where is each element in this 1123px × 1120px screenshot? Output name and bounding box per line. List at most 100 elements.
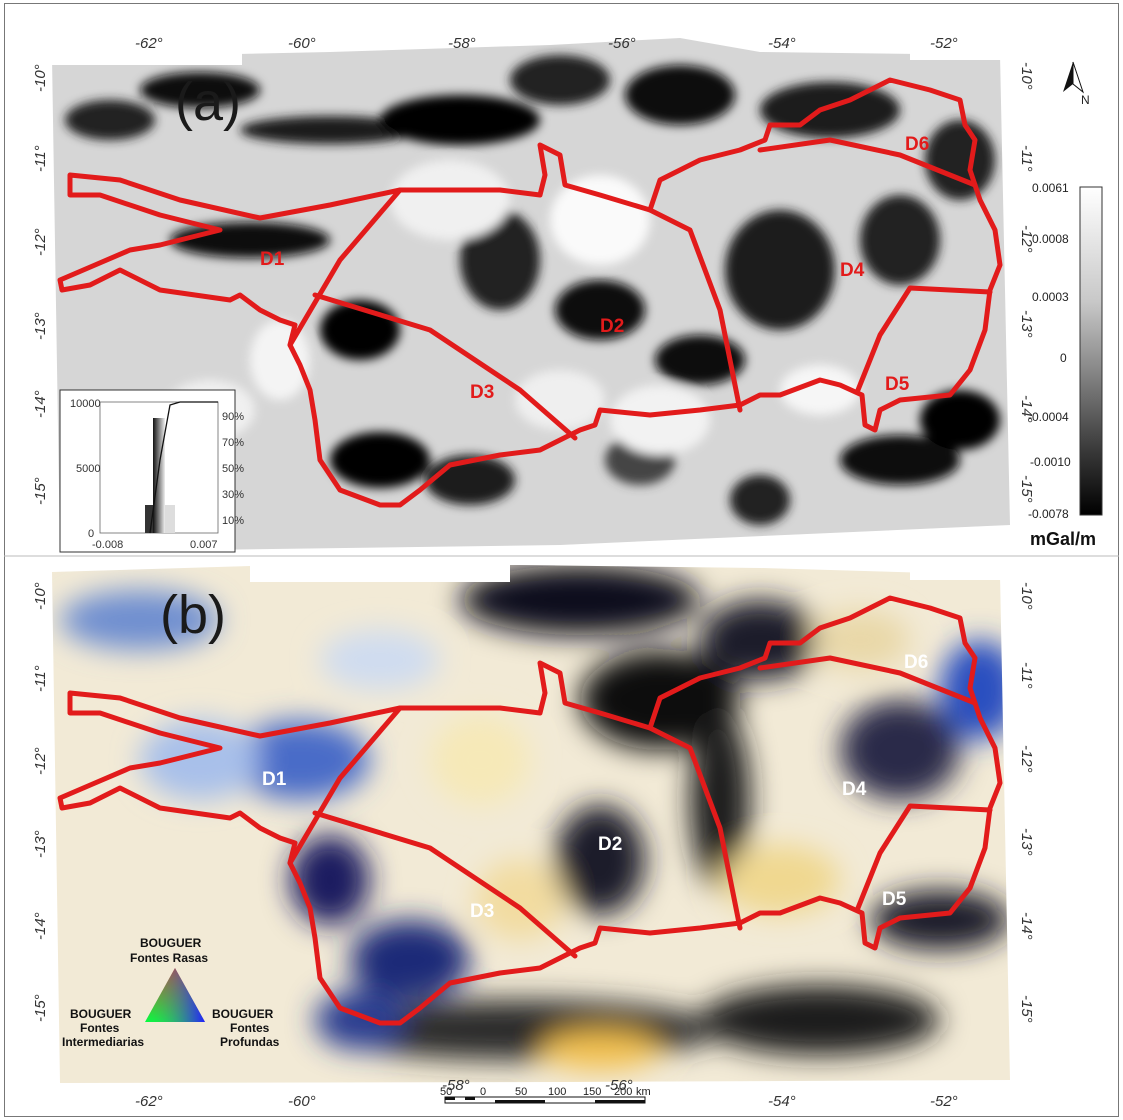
panel-a-label: (a) xyxy=(175,72,241,132)
histogram-y-right: 30% xyxy=(222,489,244,501)
colorbar-value: -0.0010 xyxy=(1030,455,1071,469)
lat-tick-label: -10° xyxy=(32,64,49,92)
histogram-x: -0.008 xyxy=(92,539,123,551)
north-arrow-left-half xyxy=(1063,62,1073,92)
domain-label-d6: D6 xyxy=(905,134,929,155)
lat-tick-label: -14° xyxy=(32,390,49,418)
histogram-y-right: 70% xyxy=(222,437,244,449)
lon-tick-label: -56° xyxy=(605,1077,633,1094)
ternary-legend: BOUGUER Fontes Rasas BOUGUER Fontes Inte… xyxy=(62,936,280,1049)
panel-b-map xyxy=(52,560,1010,1083)
lat-tick-label: -14° xyxy=(32,912,49,940)
lat-tick-label: -13° xyxy=(32,312,49,340)
ternary-triangle-blue xyxy=(145,968,205,1022)
histogram-y-left: 0 xyxy=(88,528,94,540)
domain-label-d5: D5 xyxy=(885,374,910,395)
lon-tick-label: -58° xyxy=(442,1077,470,1094)
lat-tick-label: -15° xyxy=(32,994,49,1022)
lat-tick-label: -12° xyxy=(32,228,49,256)
north-arrow-icon: N xyxy=(1063,61,1090,107)
colorbar-value: 0.0061 xyxy=(1032,181,1069,195)
lon-tick-label: -58° xyxy=(448,35,476,52)
d5-boundary xyxy=(855,285,993,393)
domain-label-d6: D6 xyxy=(904,652,928,673)
panel-b-coverage xyxy=(52,565,1010,1083)
figure-frame xyxy=(4,3,1119,1117)
lat-tick-label: -10° xyxy=(1018,62,1035,90)
domain-label-d1: D1 xyxy=(262,769,287,790)
panel-a-white-top-left xyxy=(52,40,242,65)
lat-tick-label: -13° xyxy=(1018,828,1035,856)
north-arrow-label: N xyxy=(1081,93,1090,107)
histogram-y-right: 10% xyxy=(222,515,244,527)
panel-b-latitude-ticks: -10° -11° -12° -13° -14° -15° -10° -11° … xyxy=(32,582,1035,1023)
d1-d2-boundary xyxy=(287,187,403,348)
scale-bar-label: 50 xyxy=(515,1086,527,1098)
lat-tick-label: -12° xyxy=(32,747,49,775)
d2-d3-boundary xyxy=(312,292,578,441)
lat-tick-label: -10° xyxy=(32,582,49,610)
lat-tick-label: -14° xyxy=(1018,912,1035,940)
panel-b-domain-labels: D1 D2 D3 D4 D5 D6 xyxy=(262,652,928,922)
domain-label-d3: D3 xyxy=(470,901,494,922)
domain-label-d2: D2 xyxy=(600,316,624,337)
scale-bar-label: 50 xyxy=(440,1086,452,1098)
colorbar-value: 0.0008 xyxy=(1032,232,1069,246)
colorbar-value: 0.0003 xyxy=(1032,290,1069,304)
lat-tick-label: -15° xyxy=(32,477,49,505)
panel-a-domain-labels: D1 D2 D3 D4 D5 D6 xyxy=(260,134,929,403)
histogram-y-right: 90% xyxy=(222,411,244,423)
panel-a-domain-boundaries xyxy=(57,77,1003,508)
ternary-left-label: BOUGUER xyxy=(70,1007,132,1021)
histogram-bar xyxy=(153,418,165,533)
scale-bar-label: 100 xyxy=(548,1086,566,1098)
lon-tick-label: -52° xyxy=(930,35,958,52)
domain-label-d2: D2 xyxy=(598,834,622,855)
lon-tick-label: -56° xyxy=(608,35,636,52)
panel-a-map xyxy=(52,38,1010,552)
bottom-longitude-ticks: -62° -60° -58° -56° -54° -52° xyxy=(135,1077,958,1110)
lat-tick-label: -13° xyxy=(1018,310,1035,338)
cumulative-curve xyxy=(149,401,218,534)
lon-tick-label: -60° xyxy=(288,35,316,52)
histogram-y-right: 50% xyxy=(222,463,244,475)
colorbar: 0.0061 0.0008 0.0003 0 -0.0004 -0.0010 -… xyxy=(1028,181,1103,549)
ternary-right-label: Fontes xyxy=(230,1021,270,1035)
colorbar-value: 0 xyxy=(1060,351,1067,365)
colorbar-value: -0.0078 xyxy=(1028,507,1069,521)
histogram-x: 0.007 xyxy=(190,539,218,551)
outer-boundary xyxy=(57,77,1003,508)
lon-tick-label: -54° xyxy=(768,1093,796,1110)
d4-d6-boundary xyxy=(757,137,978,188)
lat-tick-label: -15° xyxy=(1018,475,1035,503)
ternary-left-label: Fontes xyxy=(80,1021,120,1035)
scale-bar: 50 0 50 100 150 200 km xyxy=(440,1086,651,1104)
north-arrow-right-half xyxy=(1072,61,1085,94)
histogram-bar xyxy=(165,505,175,533)
lat-tick-label: -12° xyxy=(1018,745,1035,773)
domain-label-d4: D4 xyxy=(840,260,865,281)
scale-bar-unit: km xyxy=(636,1086,651,1098)
lat-tick-label: -10° xyxy=(1018,582,1035,610)
scale-bar-segment xyxy=(445,1097,455,1100)
scale-bar-segment xyxy=(495,1100,545,1103)
panel-a-texture xyxy=(65,55,1000,525)
d2-d4-boundary xyxy=(647,207,743,413)
lat-tick-label: -13° xyxy=(32,830,49,858)
top-longitude-ticks: -62° -60° -58° -56° -54° -52° xyxy=(135,35,958,52)
lon-tick-label: -60° xyxy=(288,1093,316,1110)
scale-bar-label: 200 xyxy=(614,1086,632,1098)
domain-label-d5: D5 xyxy=(882,889,907,910)
domain-label-d3: D3 xyxy=(470,382,494,403)
scale-bar-label: 150 xyxy=(583,1086,601,1098)
ternary-right-label: Profundas xyxy=(220,1035,280,1049)
lon-tick-label: -54° xyxy=(768,35,796,52)
domain-label-d4: D4 xyxy=(842,779,867,800)
ternary-top-label: Fontes Rasas xyxy=(130,951,208,965)
lat-tick-label: -11° xyxy=(1018,662,1035,689)
histogram-y-left: 5000 xyxy=(76,463,100,475)
panel-b-texture xyxy=(60,565,1010,1070)
colorbar-value: -0.0004 xyxy=(1028,410,1069,424)
histogram-y-left: 10000 xyxy=(70,398,101,410)
